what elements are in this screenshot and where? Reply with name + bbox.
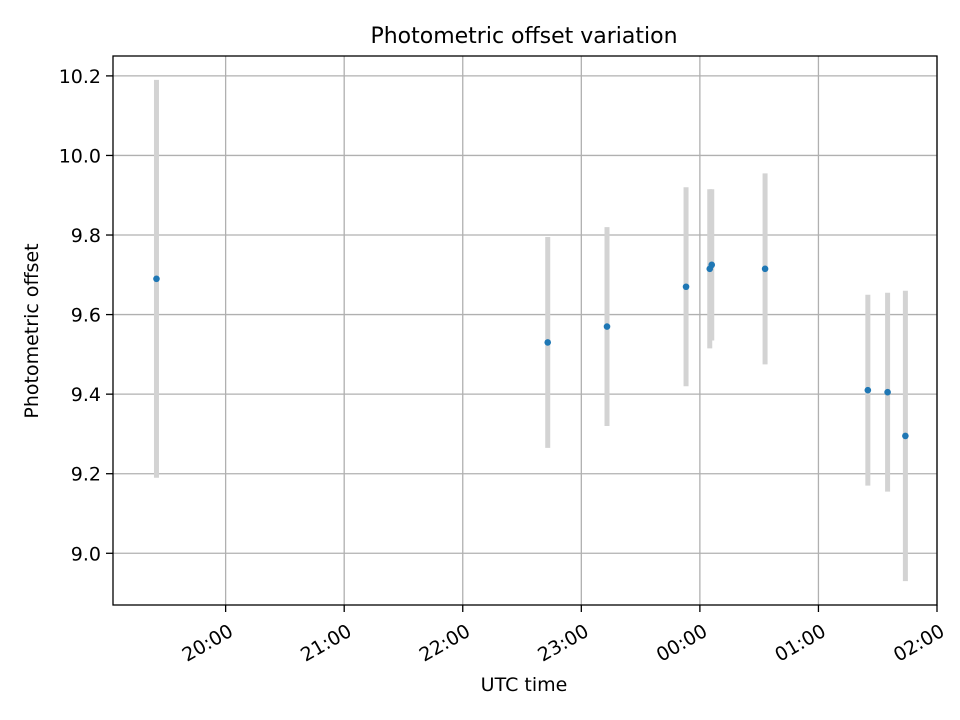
plot-area-frame (112, 55, 938, 606)
y-axis-title: Photometric offset (21, 243, 43, 418)
data-point (708, 261, 716, 269)
y-tick-label: 9.6 (71, 305, 101, 327)
y-tick-label: 9.0 (71, 543, 101, 565)
data-point (902, 432, 909, 440)
x-axis-title: UTC time (481, 674, 568, 696)
data-point (544, 339, 552, 346)
y-tick-label: 10.0 (59, 145, 101, 167)
y-tick-label: 9.8 (71, 225, 101, 247)
data-point (761, 265, 769, 273)
y-axis: 9.0 9.2 9.4 9.6 9.8 10.0 10.2 (59, 66, 113, 565)
y-tick-label: 9.4 (71, 384, 101, 406)
chart-title: Photometric offset variation (370, 24, 677, 49)
data-point (603, 323, 611, 330)
data-point (884, 388, 891, 396)
data-point (153, 275, 160, 283)
data-point (682, 283, 690, 291)
y-tick-label: 10.2 (59, 66, 101, 88)
y-tick-label: 9.2 (71, 464, 101, 486)
data-point (864, 386, 872, 394)
data-points (153, 261, 909, 440)
grid (113, 56, 938, 605)
